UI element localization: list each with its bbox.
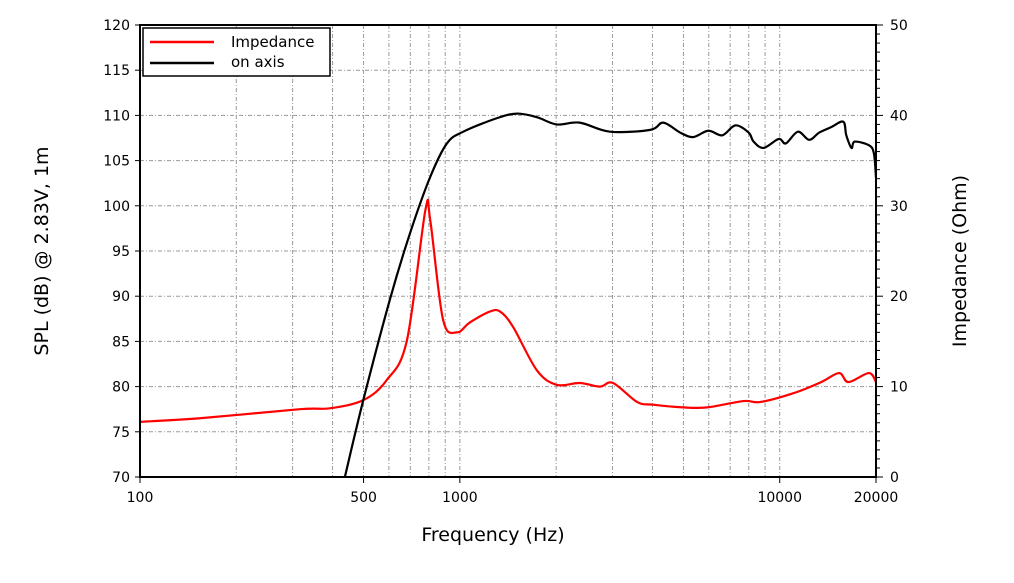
y-tick-label: 75 [112, 425, 130, 441]
y2-tick-label: 50 [890, 18, 908, 34]
legend-label-on-axis: on axis [231, 53, 285, 71]
y-tick-label: 70 [112, 470, 130, 486]
y-tick-label: 85 [112, 334, 130, 350]
series-line-on-axis [345, 114, 876, 477]
y-tick-label: 95 [112, 244, 130, 260]
y2-tick-label: 40 [890, 108, 908, 124]
legend: Impedance on axis [143, 28, 330, 76]
x-tick-label: 1000 [442, 490, 478, 506]
ticks: 70 75 80 85 90 95 100 105 110 115 120 0 10 20 30 40 50 10… [103, 18, 908, 506]
y-tick-label: 115 [103, 63, 130, 79]
y2-tick-label: 10 [890, 380, 908, 396]
series-line-impedance [140, 200, 876, 422]
x-tick-label: 20000 [854, 490, 899, 506]
y-tick-label: 80 [112, 380, 130, 396]
x-tick-label: 100 [127, 490, 154, 506]
x-tick-label: 10000 [757, 490, 802, 506]
x-tick-label: 500 [350, 490, 377, 506]
x-axis-label: Frequency (Hz) [421, 524, 564, 546]
y-tick-label: 120 [103, 18, 130, 34]
y2-axis-label: Impedance (Ohm) [949, 175, 971, 347]
legend-label-impedance: Impedance [231, 33, 314, 51]
y2-tick-label: 30 [890, 199, 908, 215]
grid [140, 25, 876, 477]
y-tick-label: 90 [112, 289, 130, 305]
y-axis-label: SPL (dB) @ 2.83V, 1m [31, 146, 53, 355]
y2-tick-label: 0 [890, 470, 899, 486]
y-tick-label: 105 [103, 154, 130, 170]
y2-tick-label: 20 [890, 289, 908, 305]
y-tick-label: 110 [103, 108, 130, 124]
y-tick-label: 100 [103, 199, 130, 215]
curves [140, 114, 876, 477]
